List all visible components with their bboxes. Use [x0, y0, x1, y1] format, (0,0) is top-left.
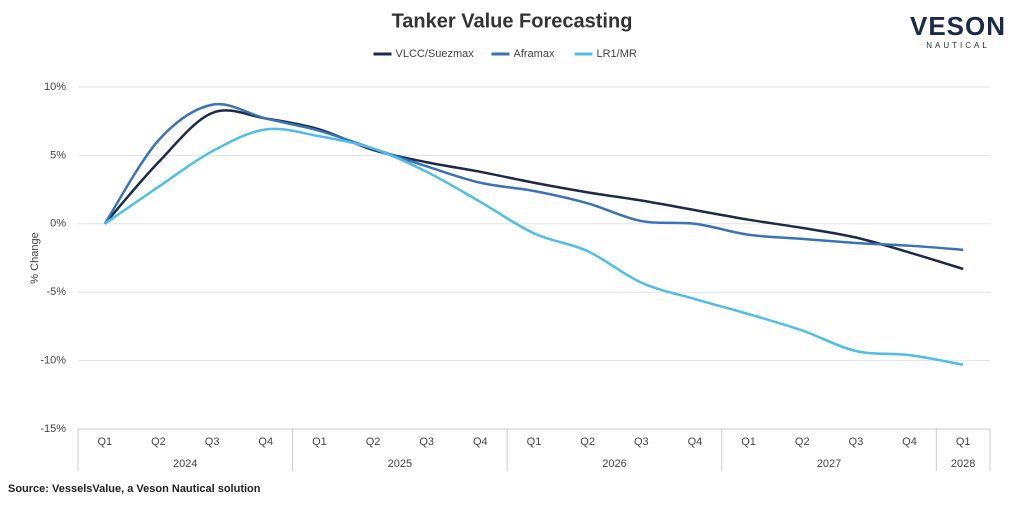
x-tick-label: Q1: [97, 436, 112, 448]
chart-title: Tanker Value Forecasting: [392, 10, 633, 32]
x-tick-label: Q4: [688, 436, 703, 448]
x-tick-label: Q3: [634, 436, 649, 448]
x-tick-label: Q1: [527, 436, 542, 448]
x-tick-label: Q1: [312, 436, 327, 448]
x-tick-label: Q4: [473, 436, 488, 448]
x-tick-label: Q3: [419, 436, 434, 448]
x-tick-label: Q2: [151, 436, 166, 448]
x-group-label: 2027: [817, 458, 841, 470]
x-tick-label: Q2: [795, 436, 810, 448]
legend-label: Aframax: [514, 48, 555, 60]
x-tick-label: Q4: [258, 436, 273, 448]
y-tick-label: 0%: [50, 218, 66, 230]
y-tick-label: 5%: [50, 149, 66, 161]
x-tick-label: Q1: [741, 436, 756, 448]
y-tick-label: -10%: [40, 355, 66, 367]
x-tick-label: Q3: [205, 436, 220, 448]
series-line: [103, 102, 964, 252]
logo-tagline: NAUTICAL: [926, 41, 990, 50]
legend-label: VLCC/Suezmax: [396, 48, 475, 60]
x-group-label: 2028: [951, 458, 975, 470]
x-group-label: 2024: [173, 458, 197, 470]
y-tick-label: -15%: [40, 423, 66, 435]
x-tick-label: Q3: [849, 436, 864, 448]
series-line: [103, 109, 964, 271]
source: Source: VesselsValue, a Veson Nautical s…: [8, 483, 261, 495]
x-tick-label: Q2: [366, 436, 381, 448]
y-axis-label: % Change: [29, 232, 41, 283]
x-tick-label: Q2: [580, 436, 595, 448]
y-tick-label: 10%: [44, 81, 66, 93]
legend-label: LR1/MR: [597, 48, 637, 60]
series-line: [104, 127, 964, 366]
logo-name: VESON: [910, 11, 1006, 41]
y-tick-label: -5%: [46, 286, 66, 298]
x-tick-label: Q4: [902, 436, 917, 448]
x-tick-label: Q1: [956, 436, 971, 448]
x-group-label: 2025: [388, 458, 412, 470]
x-group-label: 2026: [602, 458, 626, 470]
